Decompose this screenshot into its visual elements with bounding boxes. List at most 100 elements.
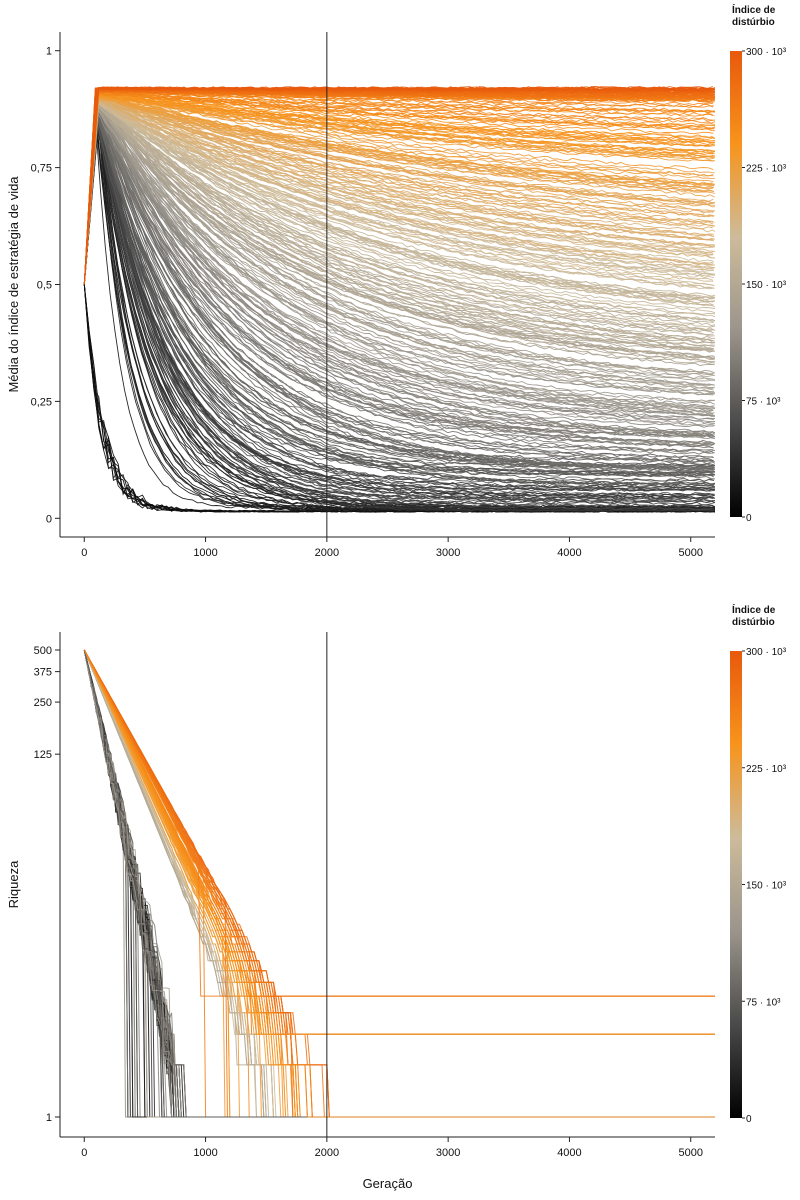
strategy-series-line xyxy=(83,88,714,285)
strategy-series-line xyxy=(83,115,715,496)
strategy-series-line xyxy=(83,99,714,285)
strategy-series-line xyxy=(83,109,714,507)
x-tick-label: 5000 xyxy=(678,547,702,559)
strategy-y-axis-title: Média do índice de estratégia de vida xyxy=(6,176,21,393)
strategy-series-line xyxy=(83,91,715,381)
strategy-series-line xyxy=(83,90,715,285)
strategy-series-line xyxy=(83,88,715,285)
strategy-series-line xyxy=(83,91,715,285)
strategy-series-line xyxy=(83,93,715,285)
strategy-series-line xyxy=(83,94,713,285)
legend-title-line1: Índice de xyxy=(732,3,776,16)
strategy-series-line xyxy=(83,102,715,285)
strategy-series-line xyxy=(83,86,715,285)
richness-x-axis-title: Geração xyxy=(363,1176,413,1191)
strategy-series-line xyxy=(83,109,715,417)
strategy-series-line xyxy=(83,94,714,447)
strategy-series-line xyxy=(83,104,715,424)
richness-y-ticks: 1 125 250 375 500 xyxy=(34,645,60,1124)
strategy-series-line xyxy=(83,88,714,454)
strategy-series-line xyxy=(83,91,715,352)
strategy-series-line xyxy=(83,100,715,290)
strategy-series-line xyxy=(83,93,715,303)
x-tick-label: 1000 xyxy=(193,1147,217,1159)
strategy-series-line xyxy=(83,87,714,306)
strategy-series-line xyxy=(83,96,713,285)
strategy-series-group xyxy=(83,85,715,513)
strategy-series-line xyxy=(83,104,715,492)
strategy-series-line xyxy=(83,97,715,491)
colorbar-tick-label: 300 · 10³ xyxy=(746,647,787,658)
strategy-series-line xyxy=(83,89,714,285)
strategy-series-line xyxy=(83,94,714,303)
colorbar-tick-label: 75 · 10³ xyxy=(746,997,781,1008)
strategy-series-line xyxy=(83,92,713,285)
strategy-series-line xyxy=(83,100,715,346)
richness-colorbar-ticks: 0 75 · 10³ 150 · 10³ 225 · 10³ 300 · 10³ xyxy=(742,647,787,1125)
strategy-series-line xyxy=(83,88,715,285)
strategy-series-line xyxy=(83,95,715,314)
strategy-series-line xyxy=(83,96,715,328)
strategy-series-line xyxy=(83,92,713,285)
strategy-series-line xyxy=(83,96,715,285)
y-tick-label: 500 xyxy=(34,645,52,657)
strategy-series-line xyxy=(83,98,713,463)
richness-x-ticks: 0 1000 2000 3000 4000 5000 xyxy=(81,1137,703,1159)
strategy-series-line xyxy=(83,88,714,286)
strategy-series-line xyxy=(83,106,714,449)
strategy-series-line xyxy=(83,106,714,396)
x-tick-label: 0 xyxy=(81,1147,87,1159)
richness-y-axis-title: Riqueza xyxy=(6,860,21,908)
richness-series-line xyxy=(83,649,715,1035)
strategy-series-line xyxy=(83,95,714,408)
strategy-series-line xyxy=(83,98,715,331)
strategy-series-line xyxy=(83,90,714,391)
x-tick-label: 4000 xyxy=(557,547,581,559)
strategy-series-line xyxy=(83,99,715,486)
colorbar-tick-label: 150 · 10³ xyxy=(746,280,787,291)
x-tick-label: 5000 xyxy=(678,1147,702,1159)
strategy-series-line xyxy=(83,101,715,420)
strategy-series-line xyxy=(83,107,715,470)
y-tick-label: 0,5 xyxy=(37,280,52,292)
colorbar-tick-label: 75 · 10³ xyxy=(746,397,781,408)
strategy-series-line xyxy=(83,89,714,285)
richness-series-group xyxy=(83,649,715,1118)
strategy-series-line xyxy=(83,91,714,449)
panel-richness: 0 1000 2000 3000 4000 5000 1 125 250 375 500 Riqu… xyxy=(6,603,787,1191)
strategy-series-line xyxy=(83,94,715,285)
y-tick-label: 375 xyxy=(34,667,52,679)
strategy-series-line xyxy=(83,103,715,350)
strategy-series-line xyxy=(83,101,715,491)
strategy-colorbar-legend: Índice de distúrbio 0 75 · 10³ 150 · 10³ 22… xyxy=(730,3,787,524)
strategy-series-line xyxy=(83,97,713,285)
strategy-y-ticks: 0 0,25 0,5 0,75 1 xyxy=(31,46,60,525)
strategy-series-line xyxy=(83,95,715,285)
y-tick-label: 1 xyxy=(46,1112,52,1124)
strategy-series-line xyxy=(83,92,714,285)
strategy-series-line xyxy=(83,93,715,285)
strategy-series-line xyxy=(83,89,714,486)
strategy-series-line xyxy=(83,106,713,511)
strategy-series-line xyxy=(83,92,714,285)
strategy-series-line xyxy=(83,89,715,318)
strategy-series-line xyxy=(83,98,715,352)
strategy-series-line xyxy=(83,92,715,285)
x-tick-label: 4000 xyxy=(557,1147,581,1159)
colorbar-tick-label: 150 · 10³ xyxy=(746,881,787,892)
strategy-series-line xyxy=(83,90,715,308)
strategy-series-line xyxy=(83,91,714,435)
x-tick-label: 2000 xyxy=(315,1147,339,1159)
y-tick-label: 0 xyxy=(46,513,52,525)
x-tick-label: 0 xyxy=(81,547,87,559)
strategy-series-line xyxy=(83,106,715,382)
strategy-series-line xyxy=(83,108,715,469)
strategy-series-line xyxy=(83,108,715,511)
strategy-series-line xyxy=(83,93,715,469)
y-tick-label: 125 xyxy=(34,749,52,761)
strategy-series-line xyxy=(83,93,715,327)
strategy-series-line xyxy=(83,97,715,506)
x-tick-label: 3000 xyxy=(436,1147,460,1159)
strategy-series-line xyxy=(83,98,714,324)
strategy-series-line xyxy=(83,100,714,343)
